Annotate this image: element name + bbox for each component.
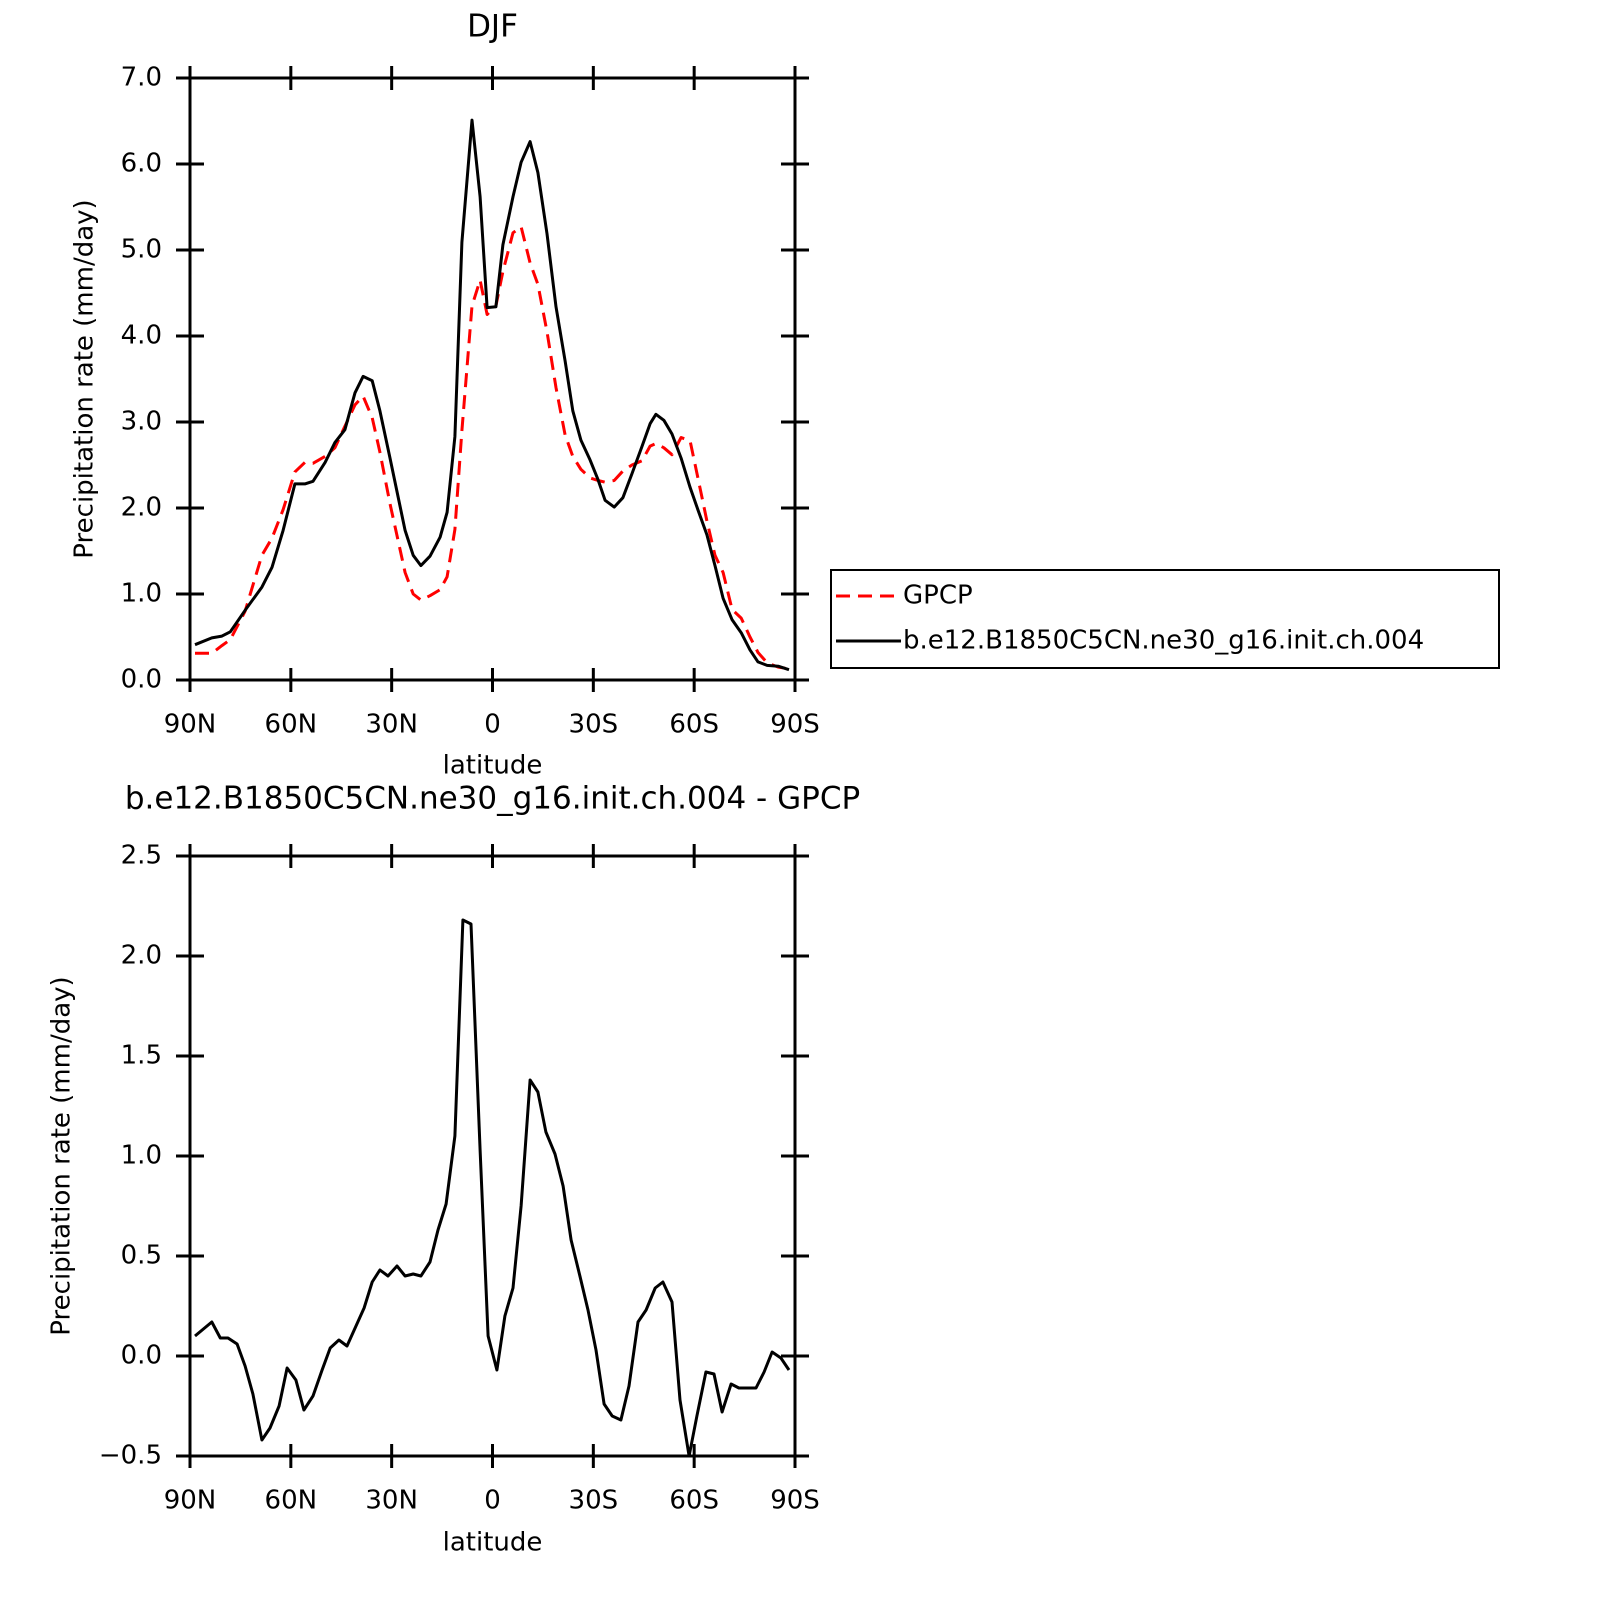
x-tick-label: 60N [265, 710, 318, 740]
y-tick-label: 2.0 [121, 941, 162, 971]
x-tick-label: 30N [365, 710, 418, 740]
y-tick-label: 0.0 [121, 1341, 162, 1371]
y-tick-label: 1.5 [121, 1041, 162, 1071]
data-line [194, 918, 791, 1458]
x-tick-label: 0 [484, 710, 501, 740]
y-tick-label: 7.0 [121, 63, 162, 93]
y-tick-label: 4.0 [121, 321, 162, 351]
legend-label: b.e12.B1850C5CN.ne30_g16.init.ch.004 [903, 626, 1424, 656]
y-tick-label: 3.0 [121, 407, 162, 437]
y-tick-label: 2.5 [121, 841, 162, 871]
y-tick-label: 0.0 [121, 665, 162, 695]
legend-box [830, 569, 1500, 669]
x-axis-label: latitude [443, 751, 543, 781]
x-tick-label: 60N [265, 1486, 318, 1516]
y-tick-label: 0.5 [121, 1241, 162, 1271]
x-tick-label: 90N [164, 710, 217, 740]
x-tick-label: 30S [569, 1486, 619, 1516]
y-tick-label: 2.0 [121, 493, 162, 523]
x-tick-label: 90S [770, 710, 820, 740]
x-tick-label: 60S [669, 710, 719, 740]
x-tick-label: 90N [164, 1486, 217, 1516]
y-axis-label: Precipitation rate (mm/day) [47, 976, 77, 1335]
x-tick-label: 0 [484, 1486, 501, 1516]
y-tick-label: 1.0 [121, 1141, 162, 1171]
chart-title: b.e12.B1850C5CN.ne30_g16.init.ch.004 - G… [125, 781, 860, 817]
y-tick-label: 6.0 [121, 149, 162, 179]
y-axis-label: Precipitation rate (mm/day) [70, 199, 100, 558]
plot-frame [188, 76, 797, 682]
y-tick-label: −0.5 [99, 1441, 162, 1471]
data-line [194, 118, 790, 672]
y-tick-label: 1.0 [121, 579, 162, 609]
x-tick-label: 60S [669, 1486, 719, 1516]
x-tick-label: 30N [365, 1486, 418, 1516]
chart-title: DJF [467, 9, 518, 45]
x-tick-label: 30S [569, 710, 619, 740]
data-line [195, 225, 790, 671]
x-axis-label: latitude [443, 1528, 543, 1558]
y-tick-label: 5.0 [121, 235, 162, 265]
legend-label: GPCP [903, 581, 973, 611]
x-tick-label: 90S [770, 1486, 820, 1516]
plot-frame [188, 854, 797, 1458]
